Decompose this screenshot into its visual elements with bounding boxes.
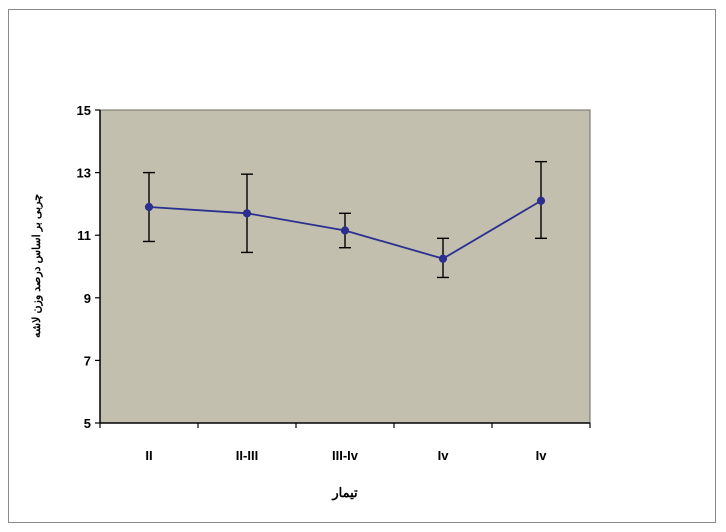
data-point <box>438 254 448 263</box>
x-tick-label: Iv <box>536 448 548 463</box>
x-axis-ticks: II II-III III-Iv Iv Iv <box>99 423 591 463</box>
y-axis-title: چربی بر اساس درصد وزن لاشه <box>31 194 43 338</box>
data-point <box>536 196 546 205</box>
data-point <box>144 202 154 212</box>
y-tick-label: 5 <box>84 416 91 431</box>
series-group <box>144 196 546 263</box>
x-axis-title: تیمار <box>331 485 358 501</box>
y-tick-label: 9 <box>84 291 91 306</box>
plot-area <box>99 109 591 424</box>
x-tick-label: Iv <box>438 448 450 463</box>
x-tick-label: III-Iv <box>332 448 359 463</box>
x-tick-label: II-III <box>236 448 258 463</box>
data-point <box>340 226 350 235</box>
y-tick-label: 15 <box>77 103 91 118</box>
x-tick-label: II <box>145 448 152 463</box>
y-tick-label: 7 <box>84 353 91 368</box>
y-axis-ticks: 5 7 9 11 13 15 <box>77 103 100 431</box>
y-tick-label: 11 <box>77 228 91 243</box>
y-tick-label: 13 <box>77 166 91 181</box>
data-point <box>242 209 252 218</box>
